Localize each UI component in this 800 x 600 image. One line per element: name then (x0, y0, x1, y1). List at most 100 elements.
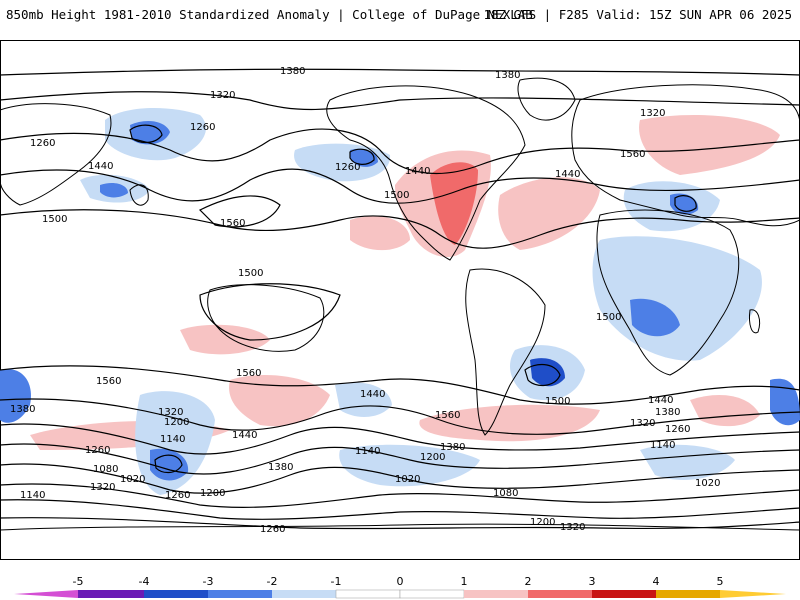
eurasia-outline (571, 84, 800, 227)
pos-anomaly-pac-mid (180, 324, 270, 355)
contour-label-1320-e: 1320 (630, 418, 655, 429)
contour-label-1020-a: 1020 (120, 474, 145, 485)
contour-label-1320-d: 1320 (90, 482, 115, 493)
contour-label-1260-e: 1260 (165, 490, 190, 501)
neg-anomaly-sam-core (530, 358, 565, 387)
colorbar-tick-pos4: 4 (653, 575, 660, 588)
contour-label-1560-a: 1560 (220, 218, 245, 229)
contour-label-1200-a: 1200 (164, 417, 189, 428)
neg-anomaly-soc-2 (335, 382, 392, 417)
contour-1440-south (0, 423, 800, 455)
contour-label-1500-e: 1500 (545, 396, 570, 407)
colorbar-arrow-right (720, 590, 786, 598)
contour-label-1380-f: 1380 (655, 407, 680, 418)
contour-label-1320-a: 1320 (210, 90, 235, 101)
contour-low-goa (349, 148, 375, 165)
contour-label-1020-b: 1020 (395, 474, 420, 485)
contour-label-1200-d: 1200 (530, 517, 555, 528)
asia-west-edge-outline (0, 103, 112, 206)
neg-anomaly-soc-3 (339, 444, 480, 487)
contour-label-1320-c: 1320 (158, 407, 183, 418)
contour-1140-south (0, 517, 800, 530)
neg-anomaly-npac-core (130, 120, 170, 145)
colorbar-swatch-pos0 (399, 589, 465, 599)
contour-label-1380-e: 1380 (440, 442, 465, 453)
madagascar-outline (749, 309, 761, 334)
contour-label-1140-a: 1140 (160, 434, 185, 445)
contour-1500-tropics (199, 283, 341, 341)
colorbar-swatch-neg4 (144, 590, 208, 598)
neg-anomaly-africa (592, 236, 762, 361)
neg-anomaly-easia-core (100, 182, 128, 198)
contour-label-1260-b: 1260 (190, 122, 215, 133)
contour-1320-north (0, 91, 800, 111)
contour-label-1440-f: 1440 (648, 395, 673, 406)
pos-anomaly-soc-2 (229, 375, 330, 427)
colorbar-ticks: -5 -4 -3 -2 -1 0 1 2 3 4 5 (73, 575, 724, 588)
contour-label-1140-d: 1140 (650, 440, 675, 451)
contour-1380-south (0, 443, 800, 475)
colorbar-swatch-neg3 (208, 590, 272, 598)
contour-low-med (674, 195, 697, 212)
contour-low-soc (154, 454, 183, 474)
pos-anomaly-natl (498, 177, 600, 250)
colorbar-arrow-left (14, 590, 78, 598)
contour-low-npac (129, 124, 163, 144)
contour-1560-north (198, 195, 281, 228)
colorbar-tick-neg2: -2 (267, 575, 278, 588)
contour-low-sam (524, 364, 561, 386)
contour-label-1200-b: 1200 (200, 488, 225, 499)
contour-1500-north (0, 209, 800, 249)
contour-label-1380-a: 1380 (280, 66, 305, 77)
neg-anomaly-soc-4 (640, 444, 735, 480)
anomaly-colorbar: -5 -4 -3 -2 -1 0 1 2 3 4 5 (14, 575, 786, 599)
north-america-outline (326, 85, 526, 261)
colorbar-swatch-neg5 (78, 590, 144, 598)
contour-label-1140-b: 1140 (20, 490, 45, 501)
contour-1380-north (0, 68, 800, 76)
continent-outlines (0, 77, 800, 531)
contour-label-1200-c: 1200 (420, 452, 445, 463)
contour-label-1320-b: 1320 (640, 108, 665, 119)
colorbar-tick-neg4: -4 (139, 575, 150, 588)
contour-label-1260-f: 1260 (260, 524, 285, 535)
anomaly-shading (0, 108, 800, 495)
colorbar-swatch-pos1 (464, 590, 528, 598)
neg-anomaly-med-core (670, 193, 699, 215)
contour-label-1500-c: 1500 (238, 268, 263, 279)
colorbar-swatch-pos2 (528, 590, 592, 598)
map-panel: 1380 1380 1320 1320 1260 1260 1260 1440 … (0, 40, 800, 560)
colorbar-tick-pos2: 2 (525, 575, 532, 588)
contour-1320-south (0, 463, 800, 494)
contour-label-1560-c: 1560 (96, 376, 121, 387)
colorbar-swatch-neg1 (335, 589, 401, 599)
contour-1260-north (0, 128, 800, 175)
contour-1560-south (0, 365, 800, 405)
header-title: 850mb Height 1981-2010 Standardized Anom… (6, 7, 533, 22)
colorbar-swatch-neg2 (272, 590, 336, 598)
pos-anomaly-wus-core (430, 162, 478, 245)
colorbar-tick-0: 0 (397, 575, 404, 588)
contour-label-1020-c: 1020 (695, 478, 720, 489)
pos-anomaly-pac-mid-2 (350, 216, 410, 251)
colorbar-swatches (14, 589, 786, 599)
contour-label-1380-d: 1380 (268, 462, 293, 473)
height-contours (0, 68, 800, 530)
header-valid-time: 18Z GFS | F285 Valid: 15Z SUN APR 06 202… (483, 7, 792, 22)
contour-label-1440-d: 1440 (360, 389, 385, 400)
contour-1200-south (0, 499, 800, 520)
contour-label-1440-e: 1440 (232, 430, 257, 441)
contour-label-1260-c: 1260 (335, 162, 360, 173)
colorbar-tick-pos5: 5 (717, 575, 724, 588)
contour-label-1260-a: 1260 (30, 138, 55, 149)
antarctica-outline (0, 523, 800, 531)
contour-1500-south (0, 398, 800, 435)
africa-outline (596, 209, 740, 376)
contour-label-1500-d: 1500 (596, 312, 621, 323)
contour-label-1080-b: 1080 (493, 488, 518, 499)
contour-label-1380-c: 1380 (10, 404, 35, 415)
colorbar-tick-neg3: -3 (203, 575, 214, 588)
contour-label-1440-a: 1440 (88, 161, 113, 172)
header: 850mb Height 1981-2010 Standardized Anom… (0, 0, 800, 34)
contour-label-1260-d: 1260 (85, 445, 110, 456)
